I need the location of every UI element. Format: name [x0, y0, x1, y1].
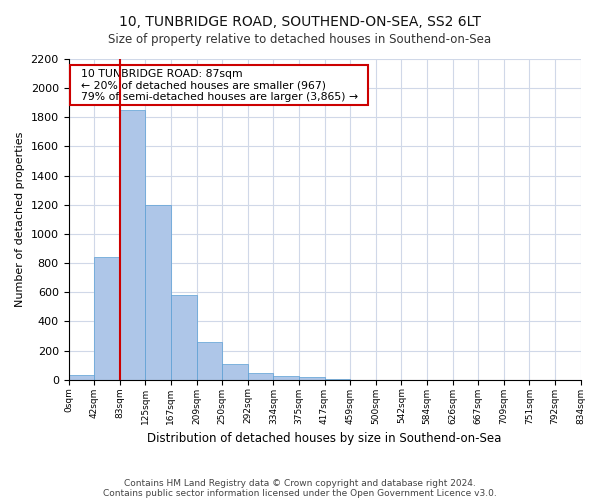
Bar	[120, 110, 145, 380]
Text: Contains HM Land Registry data © Crown copyright and database right 2024.: Contains HM Land Registry data © Crown c…	[124, 478, 476, 488]
Bar	[197, 342, 222, 380]
Bar	[274, 376, 299, 380]
Bar	[299, 378, 325, 380]
Bar	[325, 379, 350, 380]
Text: Size of property relative to detached houses in Southend-on-Sea: Size of property relative to detached ho…	[109, 32, 491, 46]
Text: 10, TUNBRIDGE ROAD, SOUTHEND-ON-SEA, SS2 6LT: 10, TUNBRIDGE ROAD, SOUTHEND-ON-SEA, SS2…	[119, 15, 481, 29]
Bar	[94, 257, 120, 380]
Text: 10 TUNBRIDGE ROAD: 87sqm
  ← 20% of detached houses are smaller (967)
  79% of s: 10 TUNBRIDGE ROAD: 87sqm ← 20% of detach…	[74, 68, 365, 102]
X-axis label: Distribution of detached houses by size in Southend-on-Sea: Distribution of detached houses by size …	[148, 432, 502, 445]
Bar	[248, 373, 274, 380]
Y-axis label: Number of detached properties: Number of detached properties	[15, 132, 25, 307]
Bar	[68, 376, 94, 380]
Bar	[171, 295, 197, 380]
Text: Contains public sector information licensed under the Open Government Licence v3: Contains public sector information licen…	[103, 488, 497, 498]
Bar	[145, 205, 171, 380]
Bar	[222, 364, 248, 380]
